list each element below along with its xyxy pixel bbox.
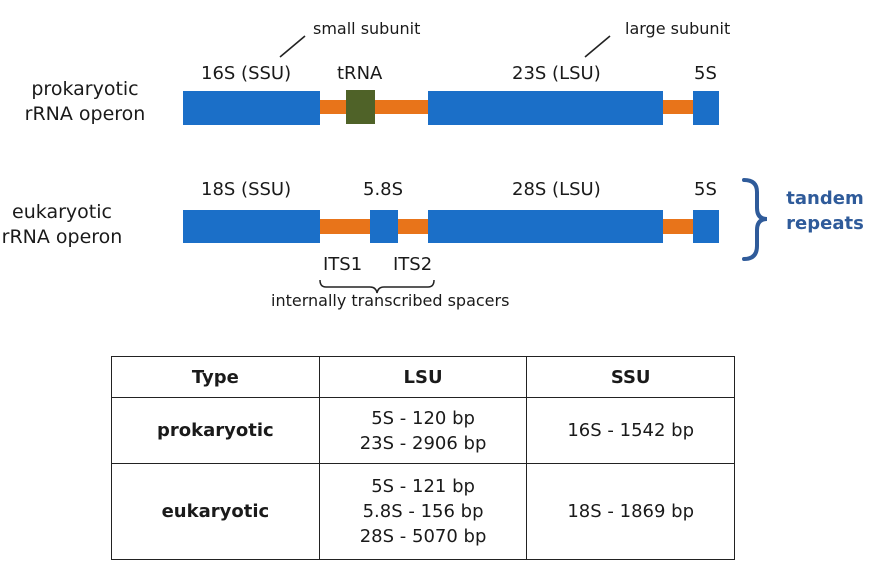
lsu-value: 5S - 121 bp (371, 476, 475, 497)
rrna-size-table: Type LSU SSU prokaryotic 5S - 120 bp 23S… (111, 356, 735, 560)
its2-label: ITS2 (393, 254, 433, 275)
prok-16s-label: 16S (SSU) (201, 63, 292, 84)
euk-58s-label: 5.8S (363, 179, 404, 200)
prok-5s-label: 5S (694, 63, 717, 84)
table-row: eukaryotic 5S - 121 bp 5.8S - 156 bp 28S… (111, 463, 735, 560)
row-ssu: 16S - 1542 bp (526, 397, 735, 464)
prok-spacer-2 (663, 100, 693, 114)
spacers-note: internally transcribed spacers (271, 291, 510, 310)
eukaryotic-label-line2: rRNA operon (1, 226, 123, 248)
tandem-line2: repeats (786, 213, 864, 234)
row-type: prokaryotic (111, 397, 320, 464)
euk-18s-gene (183, 210, 320, 243)
header-ssu: SSU (526, 356, 735, 398)
prok-16s-gene (183, 91, 320, 125)
tandem-repeats-label: tandem repeats (775, 186, 875, 236)
prokaryotic-label-line2: rRNA operon (24, 103, 146, 125)
row-ssu: 18S - 1869 bp (526, 463, 735, 560)
eukaryotic-operon-label: eukaryotic rRNA operon (0, 200, 147, 250)
eukaryotic-label-line1: eukaryotic (12, 201, 112, 223)
row-lsu: 5S - 120 bp 23S - 2906 bp (318, 397, 528, 464)
prokaryotic-label-line1: prokaryotic (31, 78, 139, 100)
table-header-row: Type LSU SSU (111, 356, 735, 398)
lsu-value: 5.8S - 156 bp (362, 501, 484, 522)
euk-5s-gene (693, 210, 719, 243)
its-bracket (319, 279, 435, 294)
tandem-line1: tandem (786, 188, 864, 209)
header-type: Type (111, 356, 320, 398)
row-lsu: 5S - 121 bp 5.8S - 156 bp 28S - 5070 bp (318, 463, 528, 560)
large-subunit-note: large subunit (625, 19, 731, 38)
euk-18s-label: 18S (SSU) (201, 179, 292, 200)
prok-trna-gene (346, 90, 375, 124)
its1-label: ITS1 (323, 254, 363, 275)
small-subunit-leader (279, 35, 306, 58)
small-subunit-note: small subunit (313, 19, 421, 38)
tandem-brace (742, 178, 768, 261)
prok-trna-label: tRNA (337, 63, 383, 84)
prok-23s-label: 23S (LSU) (512, 63, 601, 84)
prok-5s-gene (693, 91, 719, 125)
prokaryotic-operon-label: prokaryotic rRNA operon (0, 77, 170, 127)
header-lsu: LSU (318, 356, 528, 398)
lsu-value: 5S - 120 bp (371, 407, 475, 429)
prok-23s-gene (428, 91, 663, 125)
euk-spacer-3 (663, 219, 693, 234)
table-row: prokaryotic 5S - 120 bp 23S - 2906 bp 16… (111, 397, 735, 464)
row-type: eukaryotic (111, 463, 320, 560)
euk-its2-spacer (398, 219, 428, 234)
lsu-value: 23S - 2906 bp (359, 432, 487, 454)
euk-28s-label: 28S (LSU) (512, 179, 601, 200)
euk-58s-gene (370, 210, 398, 243)
large-subunit-leader (584, 35, 611, 58)
euk-its1-spacer (320, 219, 370, 234)
lsu-value: 28S - 5070 bp (359, 526, 487, 547)
euk-5s-label: 5S (694, 179, 717, 200)
euk-28s-gene (428, 210, 663, 243)
